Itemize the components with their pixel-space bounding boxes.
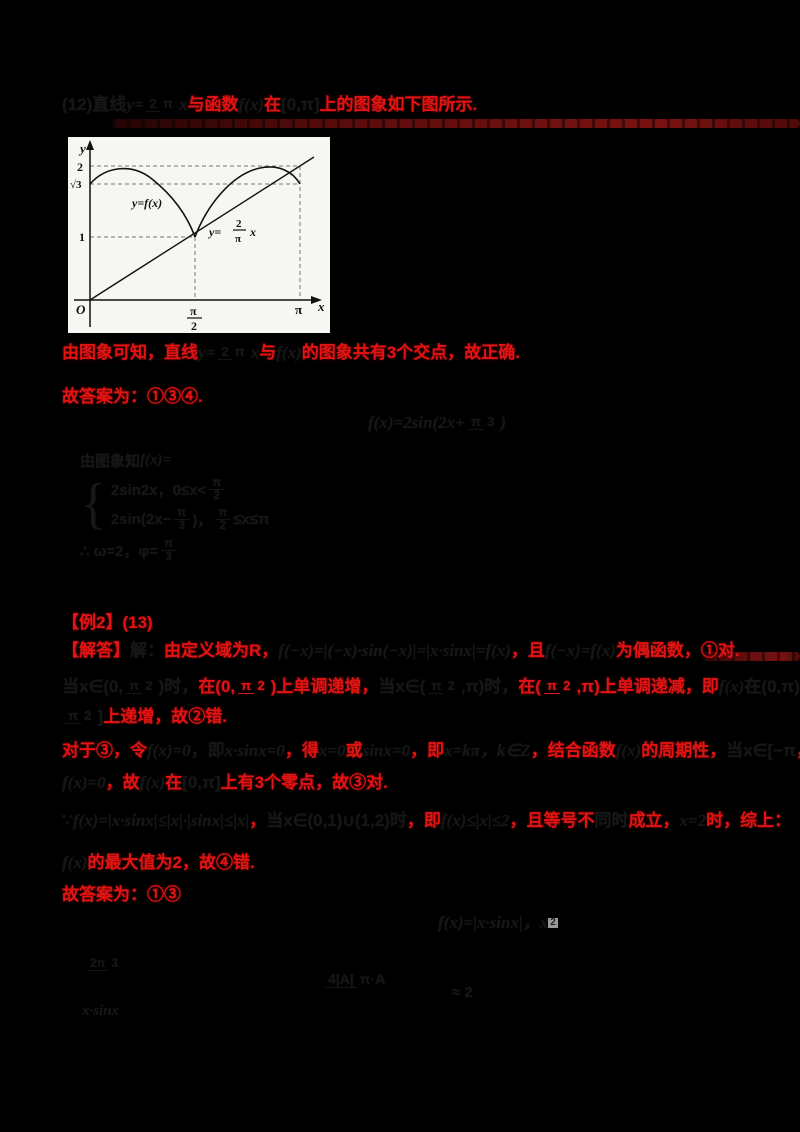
p13-line-5: f(x)=0 ，故 f(x) 在 [0,π] 上有3个零点，故③对. (62, 773, 388, 792)
tick-x-pi-over-2-den: 2 (191, 319, 197, 333)
curve-f (89, 167, 196, 238)
tick-x-pi: π (295, 302, 302, 317)
dashed-guides (90, 165, 301, 300)
tick-y-sqrt3: √3 (70, 179, 82, 191)
p12-faint-formula: f(x)=2sin(2x+ π 3) (368, 413, 507, 432)
line-annotation-frac-num: 2 (236, 218, 242, 230)
p13-faint-formula: f(x)=|x·sinx| ，x 2 (438, 913, 558, 932)
tick-x-pi-over-2-num: π (190, 304, 197, 318)
faint-fraction-center: 4|A| π·A (322, 972, 391, 988)
x-axis-label: x (317, 299, 325, 314)
p13-line-4: 对于③，令 f(x)=0 ，即 x·sinx=0 ，得 x=0 或 sinx=0 ，即 x=kπ，… (62, 741, 800, 760)
tick-y-1: 1 (79, 230, 85, 244)
faint-fraction-left: 2π 3 (84, 957, 124, 972)
curly-brace: { (80, 473, 107, 536)
p12-analysis-line: 由图象可知，直线 y= 2 π x 与 f(x) 的图象共有3个交点，故正确. (62, 343, 520, 362)
axes (74, 140, 322, 327)
piecewise-head: 由图象知 f(x)= (80, 452, 172, 470)
faint-equals: ≈ 2 (452, 984, 473, 1001)
p13-line-6: ∵ f(x)=|x·sinx|≤|x|·|sinx|≤|x|，当x∈(0,1)∪(… (62, 811, 792, 830)
tick-y-2: 2 (77, 160, 83, 174)
p13-line-7: f(x) 的最大值为2，故④错. (62, 853, 255, 872)
function-graph-figure: y x 2 √3 1 O π 2 π y=f(x) y= 2 π x (68, 137, 330, 333)
p12-piecewise-derivation: 由图象知 f(x)= { 2sin2x，0≤x< π 2 2sin(2x− π 3)， π 2… (80, 450, 270, 564)
line-2-over-pi-x (89, 156, 315, 301)
p13-answer-line: 故答案为：①③ (62, 885, 181, 904)
right-divider-rule (702, 652, 800, 661)
y-axis-label: y (78, 141, 86, 156)
curve-annotation: y=f(x) (130, 196, 162, 210)
top-divider-rule (112, 119, 800, 128)
faint-expression-left: x·sinx (82, 1003, 120, 1019)
origin-label: O (76, 302, 86, 317)
line-annotation-post: x (249, 225, 256, 239)
piecewise-case-1: 2sin2x，0≤x< π 2 (111, 476, 270, 503)
p12-answer-line: 故答案为：①③④. (62, 387, 203, 406)
p13-header: 【例2】(13) (62, 613, 153, 632)
piecewise-tail: ∴ ω=2，φ= π 3 (80, 537, 270, 564)
line-annotation-pre: y= (207, 225, 221, 239)
problem-12-intro: (12)直线 y= 2 π x 与函数 f(x) 在 [0,π] 上的图象如下图所示. (62, 95, 478, 114)
function-graph: y x 2 √3 1 O π 2 π y=f(x) y= 2 π x (70, 140, 325, 333)
piecewise-case-2: 2sin(2x− π 3)， π 2 ≤x≤π (110, 505, 270, 532)
p13-line-3: π 2] 上递增，故②错. (62, 706, 227, 727)
p13-line-2: 当x∈(0, π 2)时， 在(0, π 2)上单调递增， 当x∈(π 2 ,π)时， 在(π 2,… (62, 677, 800, 696)
line-annotation-frac-den: π (235, 233, 241, 245)
p13-line-1: 【解答】 解： 由定义域为R， f(−x)=|(−x)·sin(−x)|=|x·sin… (62, 641, 740, 660)
